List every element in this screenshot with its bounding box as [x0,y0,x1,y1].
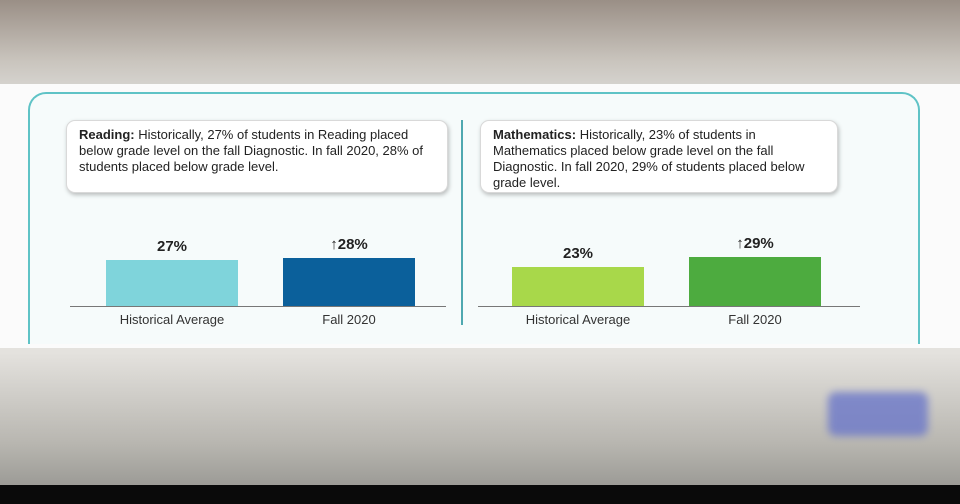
category-label: Historical Average [119,312,225,327]
annotation-box: Mathematics: Historically, 23% of studen… [480,120,838,193]
annotation-text: Historically, 27% of students in Reading… [79,127,423,174]
bar [689,256,821,306]
value-label: 23% [562,244,594,262]
bar [512,266,644,306]
divider [461,120,463,325]
annotation-box: Reading: Historically, 27% of students i… [66,120,448,193]
bar [106,260,238,306]
background-object [828,392,928,436]
annotation-label: Reading: [79,127,135,142]
value-label: ↑29% [736,234,774,252]
bar [283,258,415,306]
baseline [70,306,446,307]
value-label: 27% [156,238,188,256]
category-label: Fall 2020 [728,312,782,327]
letterbox-bar [0,485,960,504]
value-label: ↑28% [330,236,368,254]
category-label: Historical Average [525,312,631,327]
category-label: Fall 2020 [322,312,376,327]
annotation-text: Historically, 23% of students in Mathema… [493,127,805,190]
annotation-label: Mathematics: [493,127,577,142]
baseline [478,306,860,307]
